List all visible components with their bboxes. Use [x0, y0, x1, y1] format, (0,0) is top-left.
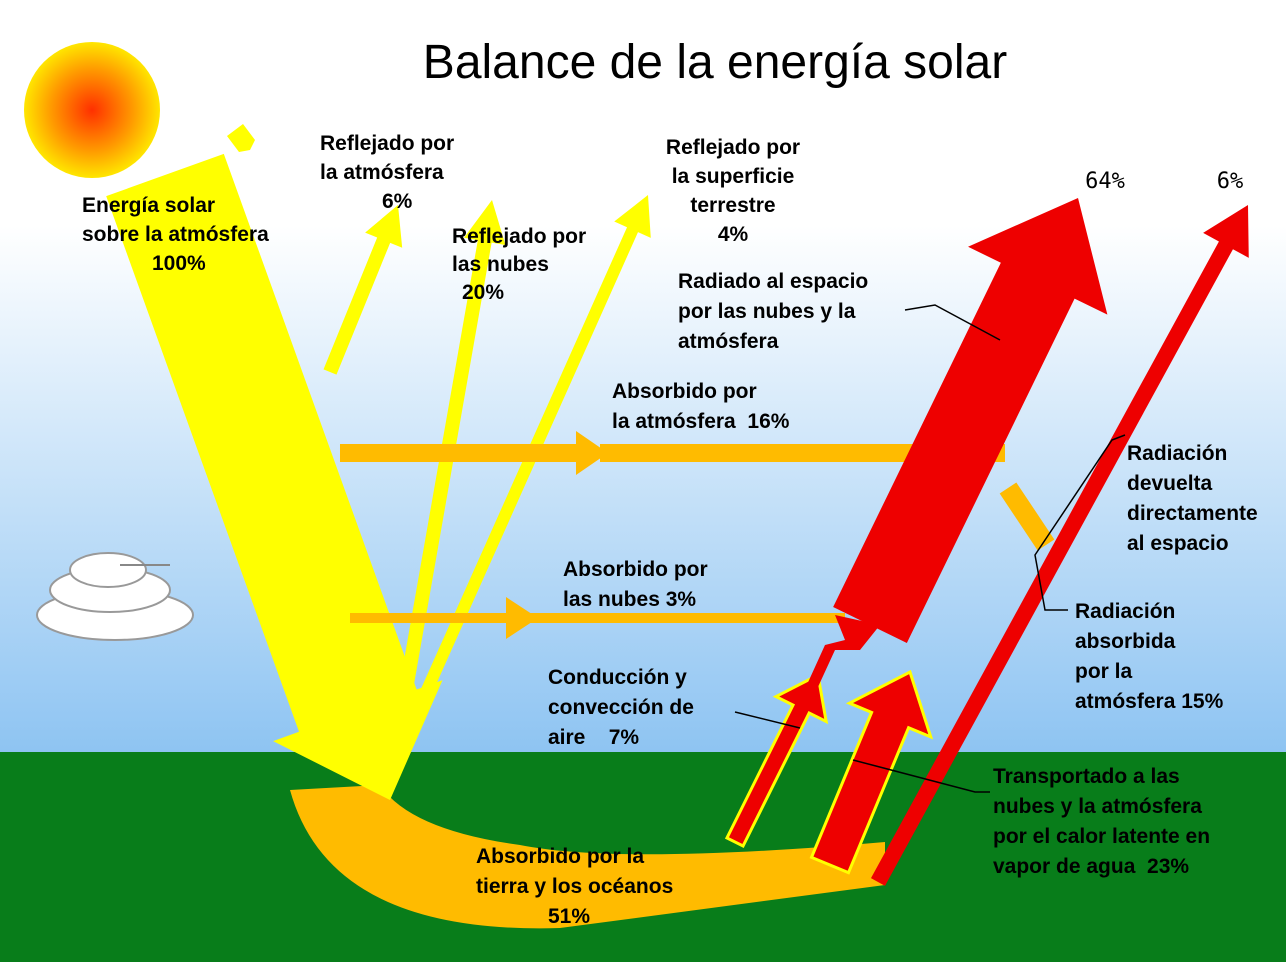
label-line: 4% [718, 223, 749, 246]
arrow [350, 597, 538, 639]
label-line: Transportado a las [993, 765, 1180, 788]
label-line: la superficie [672, 165, 795, 188]
label-line: 6% [1217, 169, 1244, 194]
arrow [870, 205, 1249, 886]
labels: Balance de la energía solar Energía sola… [82, 36, 1258, 928]
label-line: la atmósfera 16% [612, 410, 790, 433]
leader-line [852, 759, 990, 793]
arrow [340, 431, 608, 475]
label-line: nubes y la atmósfera [993, 795, 1202, 818]
arrow [809, 669, 934, 875]
arrow [724, 672, 829, 849]
arrow [106, 153, 443, 801]
label-line: 20% [462, 281, 504, 304]
label-line: directamente [1127, 502, 1258, 525]
arrow [323, 205, 403, 375]
label-line: por la [1075, 660, 1132, 683]
arrow [227, 124, 255, 152]
label-line: 100% [152, 252, 206, 275]
label-line: Reflejado por [452, 225, 586, 248]
label-line: aire 7% [548, 726, 639, 749]
label-line: 64% [1085, 169, 1125, 194]
label-line: Absorbido por la [476, 845, 644, 868]
label-line: Radiación [1127, 442, 1227, 465]
sun [24, 42, 160, 178]
label-line: convección de [548, 696, 694, 719]
label-line: devuelta [1127, 472, 1213, 495]
label-line: al espacio [1127, 532, 1229, 555]
label-line: Absorbido por [563, 558, 708, 581]
red-connector [800, 615, 880, 700]
label-line: las nubes [452, 253, 549, 276]
cloud-part [69, 552, 147, 588]
label-line: Reflejado por [666, 136, 800, 159]
label-line: Reflejado por [320, 132, 454, 155]
flow-bar [999, 482, 1055, 551]
label-line: terrestre [690, 194, 775, 217]
label-line: sobre la atmósfera [82, 223, 269, 246]
leader-line [1034, 434, 1126, 611]
label-line: atmósfera 15% [1075, 690, 1224, 713]
label-line: 51% [548, 905, 590, 928]
label-line: Absorbido por [612, 380, 757, 403]
label-line: Radiación [1075, 600, 1175, 623]
label-line: Radiado al espacio [678, 270, 868, 293]
label-line: vapor de agua 23% [993, 855, 1189, 878]
arrow [833, 198, 1108, 643]
title: Balance de la energía solar [423, 36, 1007, 89]
label-line: por el calor latente en [993, 825, 1210, 848]
label-line: 6% [382, 190, 413, 213]
earth-absorbed-band [290, 785, 885, 929]
label-line: la atmósfera [320, 161, 444, 184]
label-line: Conducción y [548, 666, 687, 689]
label-line: las nubes 3% [563, 588, 696, 611]
label-line: absorbida [1075, 630, 1176, 653]
leader-line [734, 711, 801, 729]
label-line: por las nubes y la [678, 300, 856, 323]
label-line: atmósfera [678, 330, 779, 353]
label-line: Energía solar [82, 194, 215, 217]
leader-line [904, 304, 1001, 341]
cloud [36, 552, 194, 641]
arrows [106, 124, 1249, 886]
label-line: tierra y los océanos [476, 875, 673, 898]
